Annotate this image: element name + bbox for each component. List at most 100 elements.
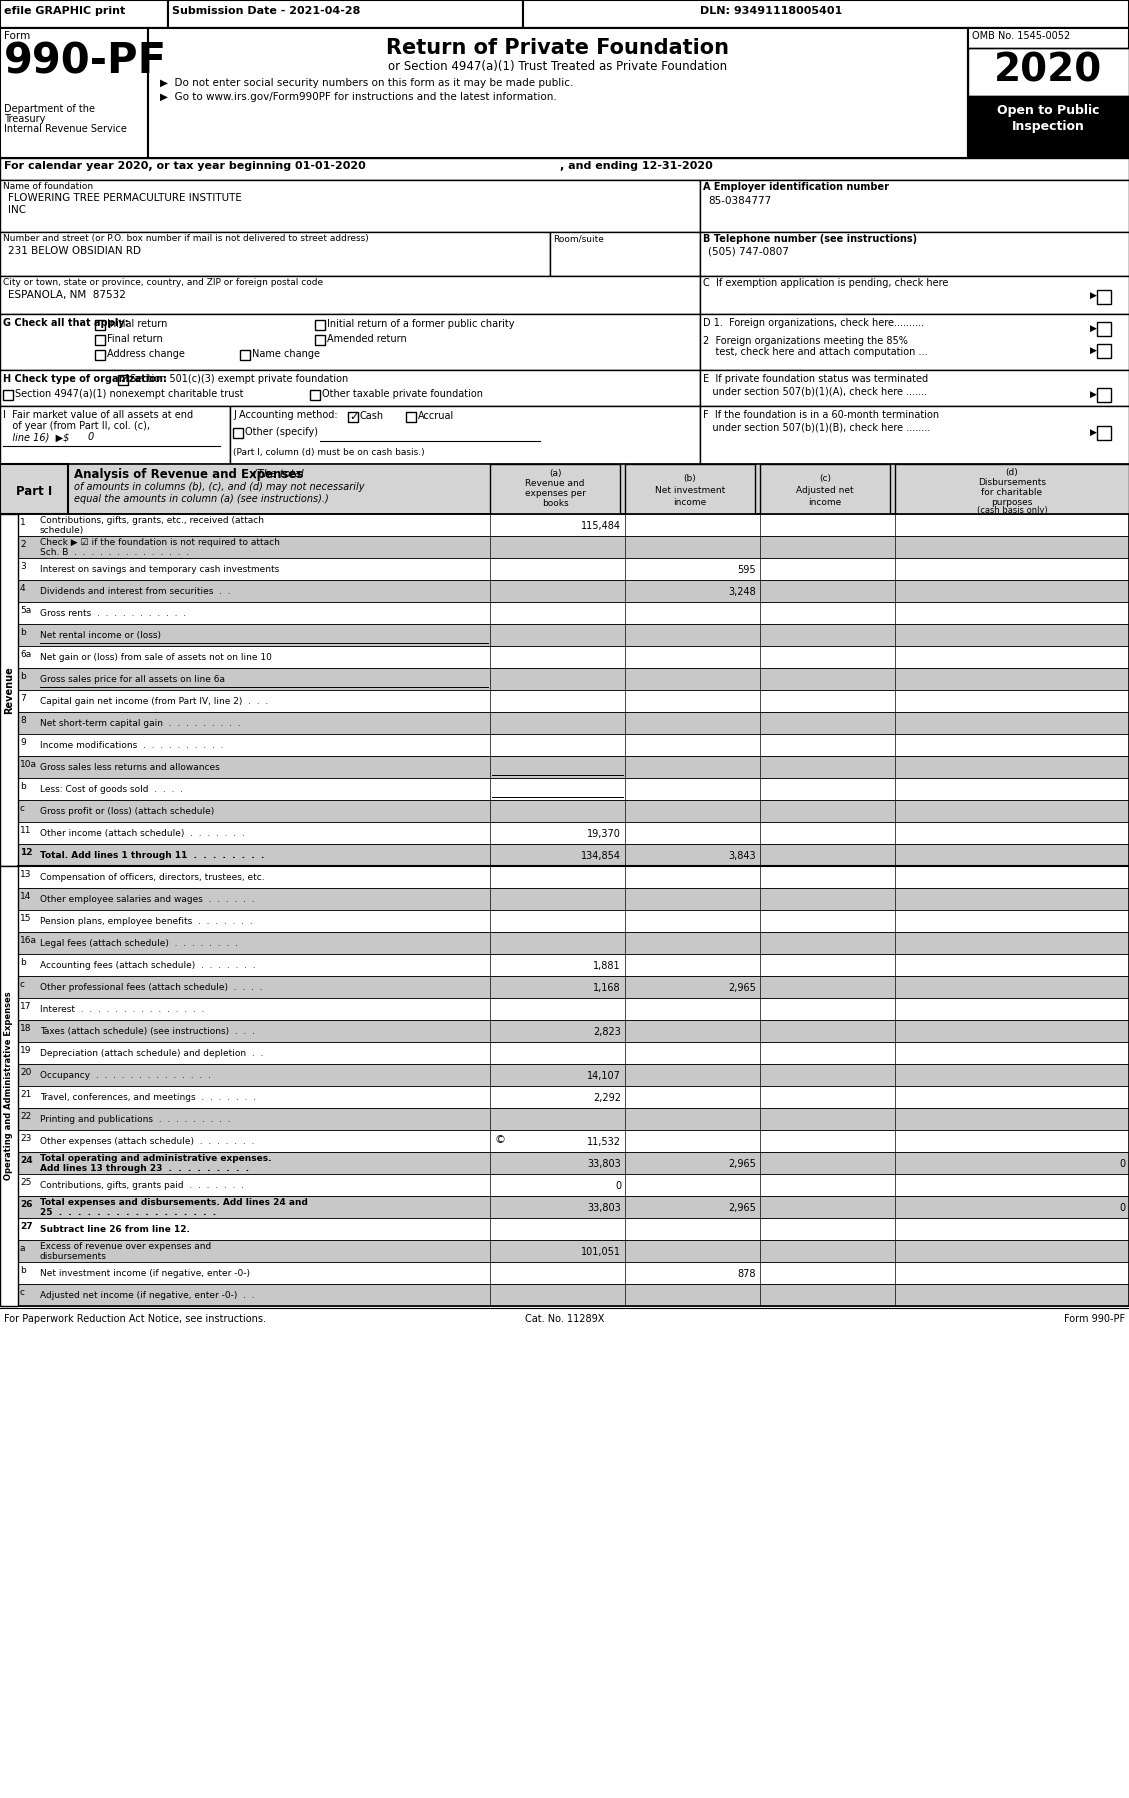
Text: ESPANOLA, NM  87532: ESPANOLA, NM 87532: [8, 289, 125, 300]
Text: Sch. B  .  .  .  .  .  .  .  .  .  .  .  .  .  .: Sch. B . . . . . . . . . . . . . .: [40, 548, 190, 557]
Text: c: c: [20, 804, 25, 813]
Bar: [550, 232, 700, 277]
Bar: [18, 931, 1129, 955]
Text: DLN: 93491118005401: DLN: 93491118005401: [700, 5, 842, 16]
Text: Income modifications  .  .  .  .  .  .  .  .  .  .: Income modifications . . . . . . . . . .: [40, 741, 224, 750]
Text: 9: 9: [20, 737, 26, 746]
Text: Adjusted net: Adjusted net: [796, 485, 854, 494]
Text: ▶: ▶: [1089, 390, 1097, 399]
Text: ▶  Go to www.irs.gov/Form990PF for instructions and the latest information.: ▶ Go to www.irs.gov/Form990PF for instru…: [160, 92, 557, 102]
Text: books: books: [542, 500, 568, 509]
Text: 12: 12: [20, 849, 33, 858]
Bar: [3, 390, 14, 399]
Text: 231 BELOW OBSIDIAN RD: 231 BELOW OBSIDIAN RD: [8, 246, 141, 255]
Text: Net investment income (if negative, enter -0-): Net investment income (if negative, ente…: [40, 1269, 250, 1278]
Text: , and ending 12-31-2020: , and ending 12-31-2020: [560, 162, 712, 171]
Bar: [18, 1217, 1129, 1241]
Text: 20: 20: [20, 1068, 32, 1077]
Text: under section 507(b)(1)(B), check here ........: under section 507(b)(1)(B), check here .…: [703, 423, 930, 432]
Text: 0: 0: [1119, 1160, 1124, 1169]
Text: B Telephone number (see instructions): B Telephone number (see instructions): [703, 234, 917, 245]
Text: Cat. No. 11289X: Cat. No. 11289X: [525, 1314, 604, 1323]
Bar: [700, 406, 1129, 464]
Text: Net short-term capital gain  .  .  .  .  .  .  .  .  .: Net short-term capital gain . . . . . . …: [40, 719, 240, 728]
Text: Add lines 13 through 23  .  .  .  .  .  .  .  .  .: Add lines 13 through 23 . . . . . . . . …: [40, 1163, 250, 1172]
Text: line 16)  ▶$: line 16) ▶$: [3, 432, 69, 442]
Bar: [18, 755, 1129, 779]
Text: Form: Form: [5, 31, 30, 41]
Text: Total operating and administrative expenses.: Total operating and administrative expen…: [40, 1154, 271, 1163]
Text: 22: 22: [20, 1111, 32, 1120]
Text: Name of foundation: Name of foundation: [3, 182, 93, 191]
Bar: [18, 602, 1129, 624]
Text: (b): (b): [684, 475, 697, 484]
Bar: [18, 1064, 1129, 1086]
Text: b: b: [20, 672, 26, 681]
Text: 134,854: 134,854: [581, 850, 621, 861]
Text: Operating and Administrative Expenses: Operating and Administrative Expenses: [5, 992, 14, 1179]
Text: Initial return of a former public charity: Initial return of a former public charit…: [327, 318, 515, 329]
Text: (d): (d): [1006, 467, 1018, 476]
Bar: [0, 277, 700, 315]
Text: 2,965: 2,965: [728, 984, 756, 992]
Text: Accrual: Accrual: [418, 412, 454, 421]
Bar: [0, 370, 700, 406]
Text: 19,370: 19,370: [587, 829, 621, 840]
Text: Accounting fees (attach schedule)  .  .  .  .  .  .  .: Accounting fees (attach schedule) . . . …: [40, 960, 255, 969]
Text: Revenue: Revenue: [5, 665, 14, 714]
Text: c: c: [20, 1287, 25, 1296]
Bar: [968, 29, 1129, 158]
Text: Initial return: Initial return: [107, 318, 167, 329]
Text: of amounts in columns (b), (c), and (d) may not necessarily: of amounts in columns (b), (c), and (d) …: [75, 482, 365, 493]
Text: Amended return: Amended return: [327, 334, 406, 343]
Text: 17: 17: [20, 1001, 32, 1010]
Text: Other expenses (attach schedule)  .  .  .  .  .  .  .: Other expenses (attach schedule) . . . .…: [40, 1136, 254, 1145]
Bar: [1097, 289, 1111, 304]
Bar: [18, 624, 1129, 645]
Text: 1,168: 1,168: [594, 984, 621, 992]
Bar: [18, 976, 1129, 998]
Text: 27: 27: [20, 1223, 33, 1232]
Bar: [490, 464, 620, 514]
Text: Printing and publications  .  .  .  .  .  .  .  .  .: Printing and publications . . . . . . . …: [40, 1115, 230, 1124]
Text: 4: 4: [20, 584, 26, 593]
Bar: [18, 822, 1129, 843]
Text: (Part I, column (d) must be on cash basis.): (Part I, column (d) must be on cash basi…: [233, 448, 425, 457]
Text: 24: 24: [20, 1156, 33, 1165]
Text: ▶: ▶: [1089, 428, 1097, 437]
Bar: [0, 315, 700, 370]
Text: income: income: [808, 498, 841, 507]
Bar: [18, 1174, 1129, 1196]
Bar: [233, 428, 243, 439]
Text: 11: 11: [20, 825, 32, 834]
Bar: [95, 334, 105, 345]
Text: income: income: [673, 498, 707, 507]
Text: b: b: [20, 782, 26, 791]
Text: b: b: [20, 628, 26, 636]
Text: (c): (c): [819, 475, 831, 484]
Bar: [230, 406, 700, 464]
Text: 101,051: 101,051: [581, 1248, 621, 1257]
Bar: [700, 232, 1129, 277]
Bar: [315, 320, 325, 331]
Text: Revenue and: Revenue and: [525, 478, 585, 487]
Text: Analysis of Revenue and Expenses: Analysis of Revenue and Expenses: [75, 467, 304, 482]
Bar: [0, 232, 550, 277]
Text: Depreciation (attach schedule) and depletion  .  .: Depreciation (attach schedule) and deple…: [40, 1048, 263, 1057]
Bar: [315, 334, 325, 345]
Text: or Section 4947(a)(1) Trust Treated as Private Foundation: or Section 4947(a)(1) Trust Treated as P…: [388, 59, 727, 74]
Text: Net rental income or (loss): Net rental income or (loss): [40, 631, 161, 640]
Text: 2  Foreign organizations meeting the 85%: 2 Foreign organizations meeting the 85%: [703, 336, 908, 345]
Text: 6a: 6a: [20, 651, 32, 660]
Bar: [700, 315, 1129, 370]
Text: 18: 18: [20, 1025, 32, 1034]
Text: Return of Private Foundation: Return of Private Foundation: [386, 38, 729, 58]
Text: Travel, conferences, and meetings  .  .  .  .  .  .  .: Travel, conferences, and meetings . . . …: [40, 1093, 256, 1102]
Bar: [0, 464, 68, 514]
Bar: [1097, 388, 1111, 403]
Text: Dividends and interest from securities  .  .: Dividends and interest from securities .…: [40, 586, 230, 595]
Bar: [18, 1019, 1129, 1043]
Text: Gross sales price for all assets on line 6a: Gross sales price for all assets on line…: [40, 674, 225, 683]
Text: 115,484: 115,484: [581, 521, 621, 530]
Text: 21: 21: [20, 1090, 32, 1099]
